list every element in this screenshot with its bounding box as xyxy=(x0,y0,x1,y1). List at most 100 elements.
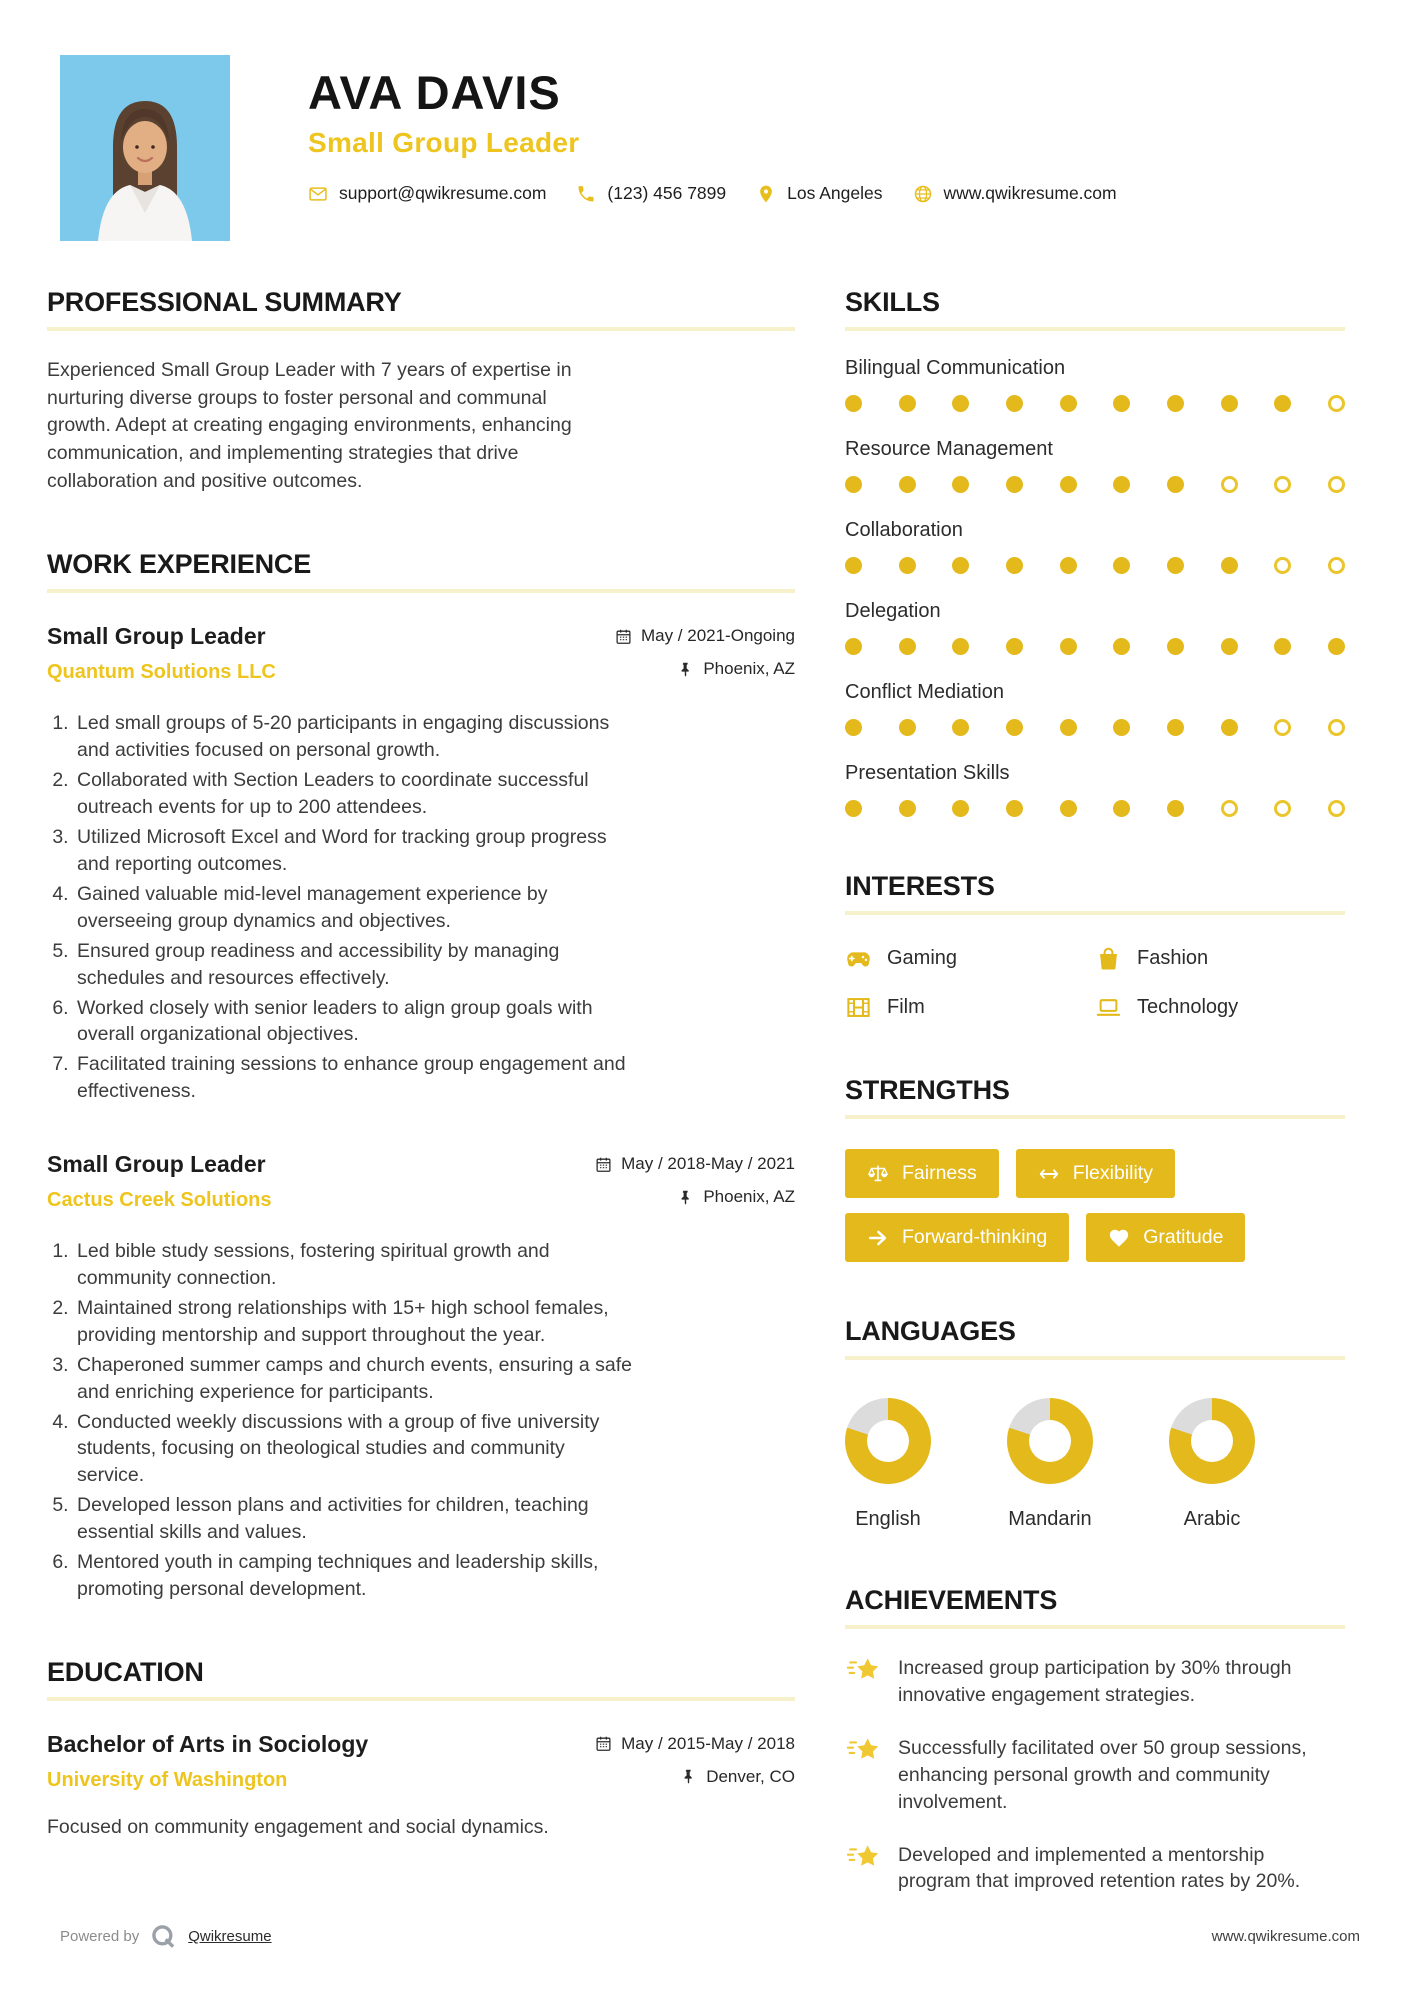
profile-photo-image xyxy=(60,55,230,241)
education-section: EDUCATION Bachelor of Arts in Sociology … xyxy=(47,1657,795,1839)
contact-item[interactable]: support@qwikresume.com xyxy=(308,183,546,204)
pushpin-icon xyxy=(677,1189,694,1206)
language-item: English xyxy=(845,1398,931,1531)
skill-dot-filled xyxy=(1220,719,1238,736)
gamepad-icon xyxy=(845,945,872,972)
education-entry: Bachelor of Arts in Sociology University… xyxy=(47,1731,795,1839)
interest-item: Fashion xyxy=(1095,945,1345,972)
summary-heading: PROFESSIONAL SUMMARY xyxy=(47,287,402,317)
job-company: Cactus Creek Solutions xyxy=(47,1189,272,1212)
professional-summary-section: PROFESSIONAL SUMMARY Experienced Small G… xyxy=(47,287,795,495)
section-rule xyxy=(47,327,795,331)
skill-dot-filled xyxy=(845,719,862,736)
section-rule xyxy=(47,1696,795,1701)
achievement-text: Developed and implemented a mentorship p… xyxy=(898,1843,1301,1893)
summary-text: Experienced Small Group Leader with 7 ye… xyxy=(47,359,572,492)
section-rule xyxy=(845,1356,1345,1360)
achievements-section: ACHIEVEMENTS Increased group participati… xyxy=(845,1585,1345,1895)
skill-dot-filled xyxy=(952,800,970,817)
skill-rating-dots xyxy=(845,476,1345,493)
skill-dot-filled xyxy=(952,557,970,574)
section-rule xyxy=(47,589,795,594)
skill-dot-filled xyxy=(1059,476,1077,493)
skill-dot-filled xyxy=(898,476,916,493)
skill-dot-filled xyxy=(1005,476,1023,493)
skill-dot-empty xyxy=(1274,476,1292,493)
interest-item: Film xyxy=(845,994,1095,1021)
skill-dot-filled xyxy=(952,719,970,736)
strengths-section: STRENGTHS Fairness Flexibility xyxy=(845,1075,1345,1262)
strengths-heading: STRENGTHS xyxy=(845,1075,1010,1105)
laptop-icon xyxy=(1095,994,1122,1021)
skill-dot-filled xyxy=(1166,395,1184,412)
job-bullet: Facilitated training sessions to enhance… xyxy=(74,1051,637,1105)
contact-item[interactable]: www.qwikresume.com xyxy=(913,183,1117,204)
job-bullet-list: Led small groups of 5-20 participants in… xyxy=(47,710,637,1105)
skills-section: SKILLS Bilingual Communication Resource … xyxy=(845,287,1345,817)
degree-title: Bachelor of Arts in Sociology xyxy=(47,1730,369,1757)
contact-item[interactable]: (123) 456 7899 xyxy=(576,183,726,204)
job-bullet: Conducted weekly discussions with a grou… xyxy=(74,1409,637,1490)
skill-dot-empty xyxy=(1274,800,1292,817)
skill-dot-empty xyxy=(1327,800,1345,817)
strength-tag: Gratitude xyxy=(1086,1213,1246,1262)
left-column: PROFESSIONAL SUMMARY Experienced Small G… xyxy=(47,287,795,1895)
achievement-item: Developed and implemented a mentorship p… xyxy=(845,1842,1345,1896)
job-bullet: Gained valuable mid-level management exp… xyxy=(74,881,637,935)
right-column: SKILLS Bilingual Communication Resource … xyxy=(845,287,1345,1895)
section-rule xyxy=(845,1115,1345,1119)
job-location-text: Phoenix, AZ xyxy=(703,1187,795,1207)
skill-label: Presentation Skills xyxy=(845,762,1010,784)
skill-dot-filled xyxy=(1059,719,1077,736)
skill-dot-empty xyxy=(1274,719,1292,736)
skill-label: Conflict Mediation xyxy=(845,681,1004,703)
contact-text: support@qwikresume.com xyxy=(339,183,547,203)
skill-rating-dots xyxy=(845,800,1345,817)
contact-row: support@qwikresume.com (123) 456 7899 Lo… xyxy=(308,183,1117,204)
skill-dot-empty xyxy=(1327,476,1345,493)
job-title-block: Small Group Leader Cactus Creek Solution… xyxy=(47,1151,272,1212)
job-entry: Small Group Leader Quantum Solutions LLC… xyxy=(47,623,795,1105)
job-bullet: Chaperoned summer camps and church event… xyxy=(74,1352,637,1406)
skill-dot-filled xyxy=(1059,395,1077,412)
pushpin-icon xyxy=(680,1768,697,1785)
interests-list: Gaming Fashion Film xyxy=(845,945,1345,1021)
skill-dot-filled xyxy=(1220,557,1238,574)
languages-section: LANGUAGES English Mandarin xyxy=(845,1316,1345,1531)
skill-dot-filled xyxy=(845,395,862,412)
contact-item[interactable]: Los Angeles xyxy=(756,183,883,204)
education-title-block: Bachelor of Arts in Sociology University… xyxy=(47,1731,368,1792)
calendar-icon xyxy=(595,1156,612,1173)
job-meta: May / 2021-Ongoing Phoenix, AZ xyxy=(615,623,795,692)
powered-by-text: Powered by xyxy=(60,1928,140,1945)
skill-dot-filled xyxy=(898,395,916,412)
skill-dot-filled xyxy=(1005,638,1023,655)
bag-icon xyxy=(1095,945,1122,972)
job-dates: May / 2021-Ongoing xyxy=(615,626,795,646)
languages-list: English Mandarin Arabic xyxy=(845,1398,1345,1531)
skill-dot-filled xyxy=(1113,719,1131,736)
job-company: Quantum Solutions LLC xyxy=(47,661,276,684)
strength-tag: Forward-thinking xyxy=(845,1213,1070,1262)
shooting-star-icon xyxy=(845,1736,881,1764)
calendar-icon xyxy=(615,628,632,645)
contact-text: Los Angeles xyxy=(787,183,883,203)
interest-label: Film xyxy=(887,996,925,1018)
skill-dot-filled xyxy=(1113,395,1131,412)
languages-heading: LANGUAGES xyxy=(845,1316,1016,1346)
achievement-item: Successfully facilitated over 50 group s… xyxy=(845,1735,1345,1816)
job-title: Small Group Leader xyxy=(47,623,266,650)
globe-icon xyxy=(913,184,933,204)
education-dates: May / 2015-May / 2018 xyxy=(595,1734,795,1754)
qwikresume-link[interactable]: Qwikresume xyxy=(188,1928,272,1945)
skill-dot-filled xyxy=(1059,638,1077,655)
powered-by: Powered by Qwikresume xyxy=(60,1923,272,1950)
skill-dot-filled xyxy=(1166,557,1184,574)
skill-dot-empty xyxy=(1220,800,1238,817)
job-location: Phoenix, AZ xyxy=(595,1187,795,1207)
skill-dot-empty xyxy=(1327,395,1345,412)
skill-dot-filled xyxy=(845,800,862,817)
strength-label: Forward-thinking xyxy=(902,1226,1048,1248)
strength-label: Gratitude xyxy=(1143,1226,1224,1248)
job-bullet: Worked closely with senior leaders to al… xyxy=(74,995,637,1049)
